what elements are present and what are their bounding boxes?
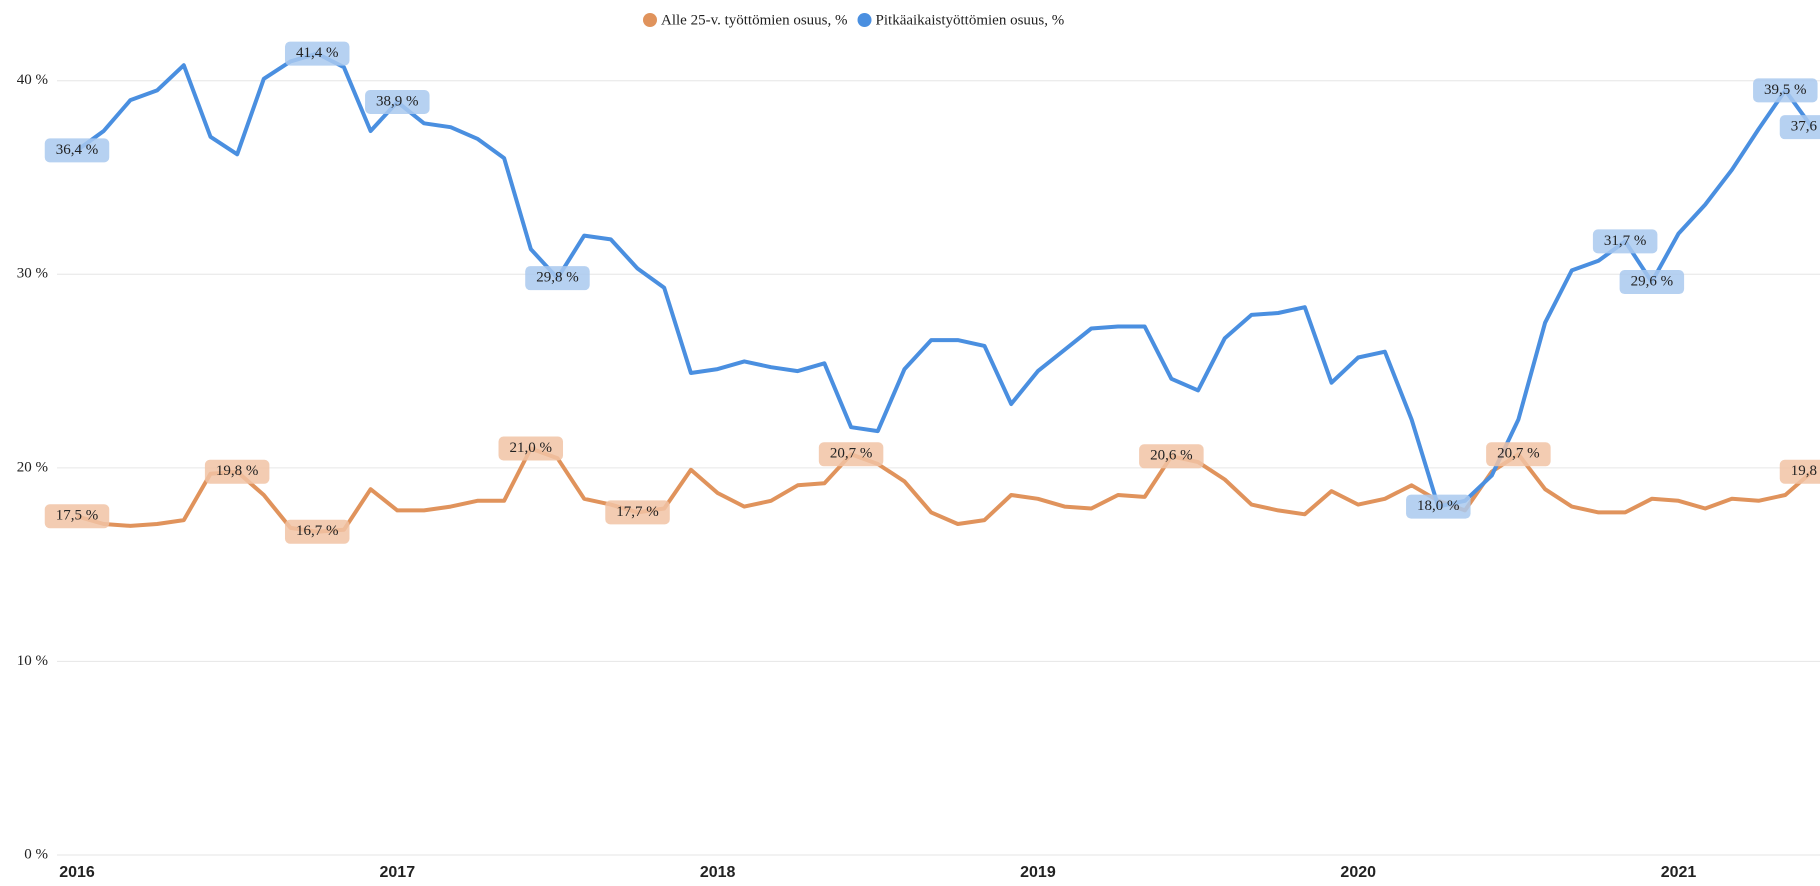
data-label-box bbox=[605, 500, 670, 525]
data-label: 19,8 % bbox=[1779, 459, 1820, 484]
data-label: 16,7 % bbox=[284, 519, 350, 544]
data-label-box bbox=[1139, 444, 1204, 469]
data-label-box bbox=[44, 504, 110, 529]
line-series bbox=[75, 51, 1814, 509]
legend-label: Alle 25-v. työttömien osuus, % bbox=[661, 12, 848, 28]
y-tick-label: 40 % bbox=[17, 72, 48, 88]
legend-marker bbox=[643, 13, 657, 27]
data-label: 21,0 % bbox=[498, 436, 564, 461]
data-label-box bbox=[365, 90, 430, 115]
data-label-box bbox=[1779, 459, 1820, 484]
data-label-box bbox=[44, 138, 110, 163]
data-label-box bbox=[284, 41, 350, 66]
data-label: 38,9 % bbox=[365, 90, 430, 115]
y-tick-label: 10 % bbox=[17, 653, 48, 669]
data-label: 20,7 % bbox=[818, 442, 884, 467]
data-label-text: 38,9 % bbox=[376, 93, 419, 109]
x-tick-label: 2018 bbox=[700, 864, 736, 881]
data-label-box bbox=[1486, 442, 1551, 467]
y-tick-label: 30 % bbox=[17, 266, 48, 282]
data-label-text: 41,4 % bbox=[296, 45, 339, 61]
data-label-text: 29,8 % bbox=[536, 270, 579, 286]
data-label: 29,6 % bbox=[1619, 270, 1685, 295]
data-label-box bbox=[1779, 115, 1820, 140]
data-label-text: 21,0 % bbox=[510, 440, 553, 456]
data-label-text: 19,8 % bbox=[216, 463, 259, 479]
y-tick-label: 0 % bbox=[24, 846, 48, 862]
data-label-box bbox=[818, 442, 884, 467]
data-label-text: 37,6 % bbox=[1791, 119, 1820, 135]
data-label: 37,6 % bbox=[1779, 115, 1820, 140]
data-label-box bbox=[1619, 270, 1685, 295]
data-label-text: 17,5 % bbox=[56, 508, 99, 524]
legend-label: Pitkäaikaistyöttömien osuus, % bbox=[876, 12, 1065, 28]
data-label-box bbox=[525, 266, 590, 291]
data-label-text: 20,6 % bbox=[1150, 448, 1193, 464]
data-label-text: 36,4 % bbox=[56, 142, 99, 158]
line-series bbox=[76, 446, 1814, 534]
data-label-text: 20,7 % bbox=[1497, 446, 1540, 462]
data-label: 29,8 % bbox=[525, 266, 590, 291]
legend-marker bbox=[857, 13, 872, 27]
data-label: 36,4 % bbox=[44, 138, 110, 163]
y-tick-label: 20 % bbox=[17, 459, 48, 475]
data-label-text: 20,7 % bbox=[830, 446, 873, 462]
data-label: 20,6 % bbox=[1139, 444, 1204, 469]
data-label-box bbox=[1406, 494, 1471, 519]
x-tick-label: 2016 bbox=[59, 864, 95, 881]
data-label-box bbox=[284, 519, 350, 544]
data-label-text: 31,7 % bbox=[1604, 233, 1647, 249]
data-label: 17,7 % bbox=[605, 500, 670, 525]
data-label-box bbox=[204, 459, 270, 484]
x-tick-label: 2017 bbox=[380, 864, 416, 881]
data-label: 39,5 % bbox=[1753, 78, 1818, 103]
data-label-text: 19,8 % bbox=[1791, 463, 1820, 479]
data-label-text: 39,5 % bbox=[1764, 82, 1807, 98]
data-label: 31,7 % bbox=[1592, 229, 1658, 254]
data-label-text: 29,6 % bbox=[1631, 273, 1674, 289]
data-label-text: 17,7 % bbox=[616, 504, 659, 520]
x-tick-label: 2020 bbox=[1340, 864, 1376, 881]
data-label: 41,4 % bbox=[284, 41, 350, 66]
data-label: 17,5 % bbox=[44, 504, 110, 529]
data-label: 19,8 % bbox=[204, 459, 270, 484]
data-label-text: 16,7 % bbox=[296, 523, 339, 539]
data-label: 18,0 % bbox=[1406, 494, 1471, 519]
x-tick-label: 2021 bbox=[1661, 864, 1697, 881]
data-label-box bbox=[1592, 229, 1658, 254]
data-label-box bbox=[498, 436, 564, 461]
data-label: 20,7 % bbox=[1486, 442, 1551, 467]
legend: Alle 25-v. työttömien osuus, % Pitkäaikai… bbox=[643, 12, 1064, 28]
x-tick-label: 2019 bbox=[1020, 864, 1056, 881]
data-label-text: 18,0 % bbox=[1417, 498, 1460, 514]
data-label-box bbox=[1753, 78, 1818, 103]
